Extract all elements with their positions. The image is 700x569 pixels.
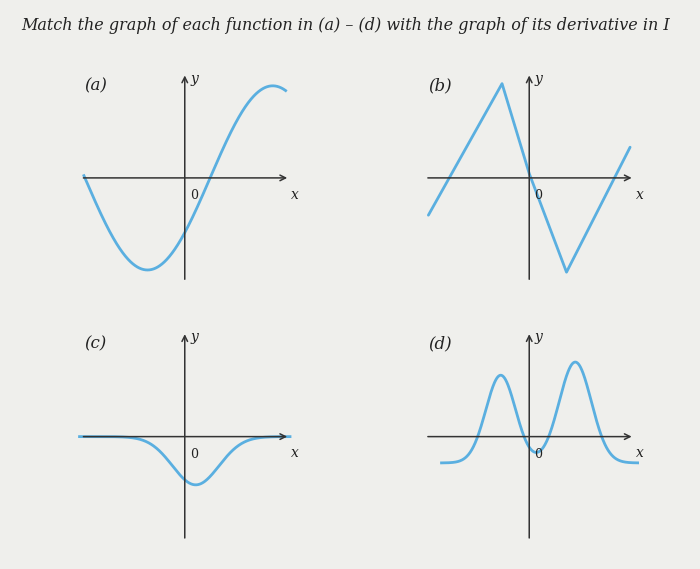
Text: y: y (535, 330, 542, 344)
Text: 0: 0 (190, 189, 198, 202)
Text: x: x (636, 188, 643, 201)
Text: y: y (190, 330, 198, 344)
Text: (b): (b) (428, 77, 452, 94)
Text: x: x (291, 446, 299, 460)
Text: (a): (a) (84, 77, 107, 94)
Text: x: x (636, 446, 643, 460)
Text: (d): (d) (428, 336, 452, 353)
Text: x: x (291, 188, 299, 201)
Text: y: y (535, 72, 542, 85)
Text: 0: 0 (535, 189, 542, 202)
Text: Match the graph of each function in (a) – (d) with the graph of its derivative i: Match the graph of each function in (a) … (21, 17, 670, 34)
Text: y: y (190, 72, 198, 85)
Text: (c): (c) (84, 336, 106, 353)
Text: 0: 0 (190, 448, 198, 460)
Text: 0: 0 (535, 448, 542, 460)
